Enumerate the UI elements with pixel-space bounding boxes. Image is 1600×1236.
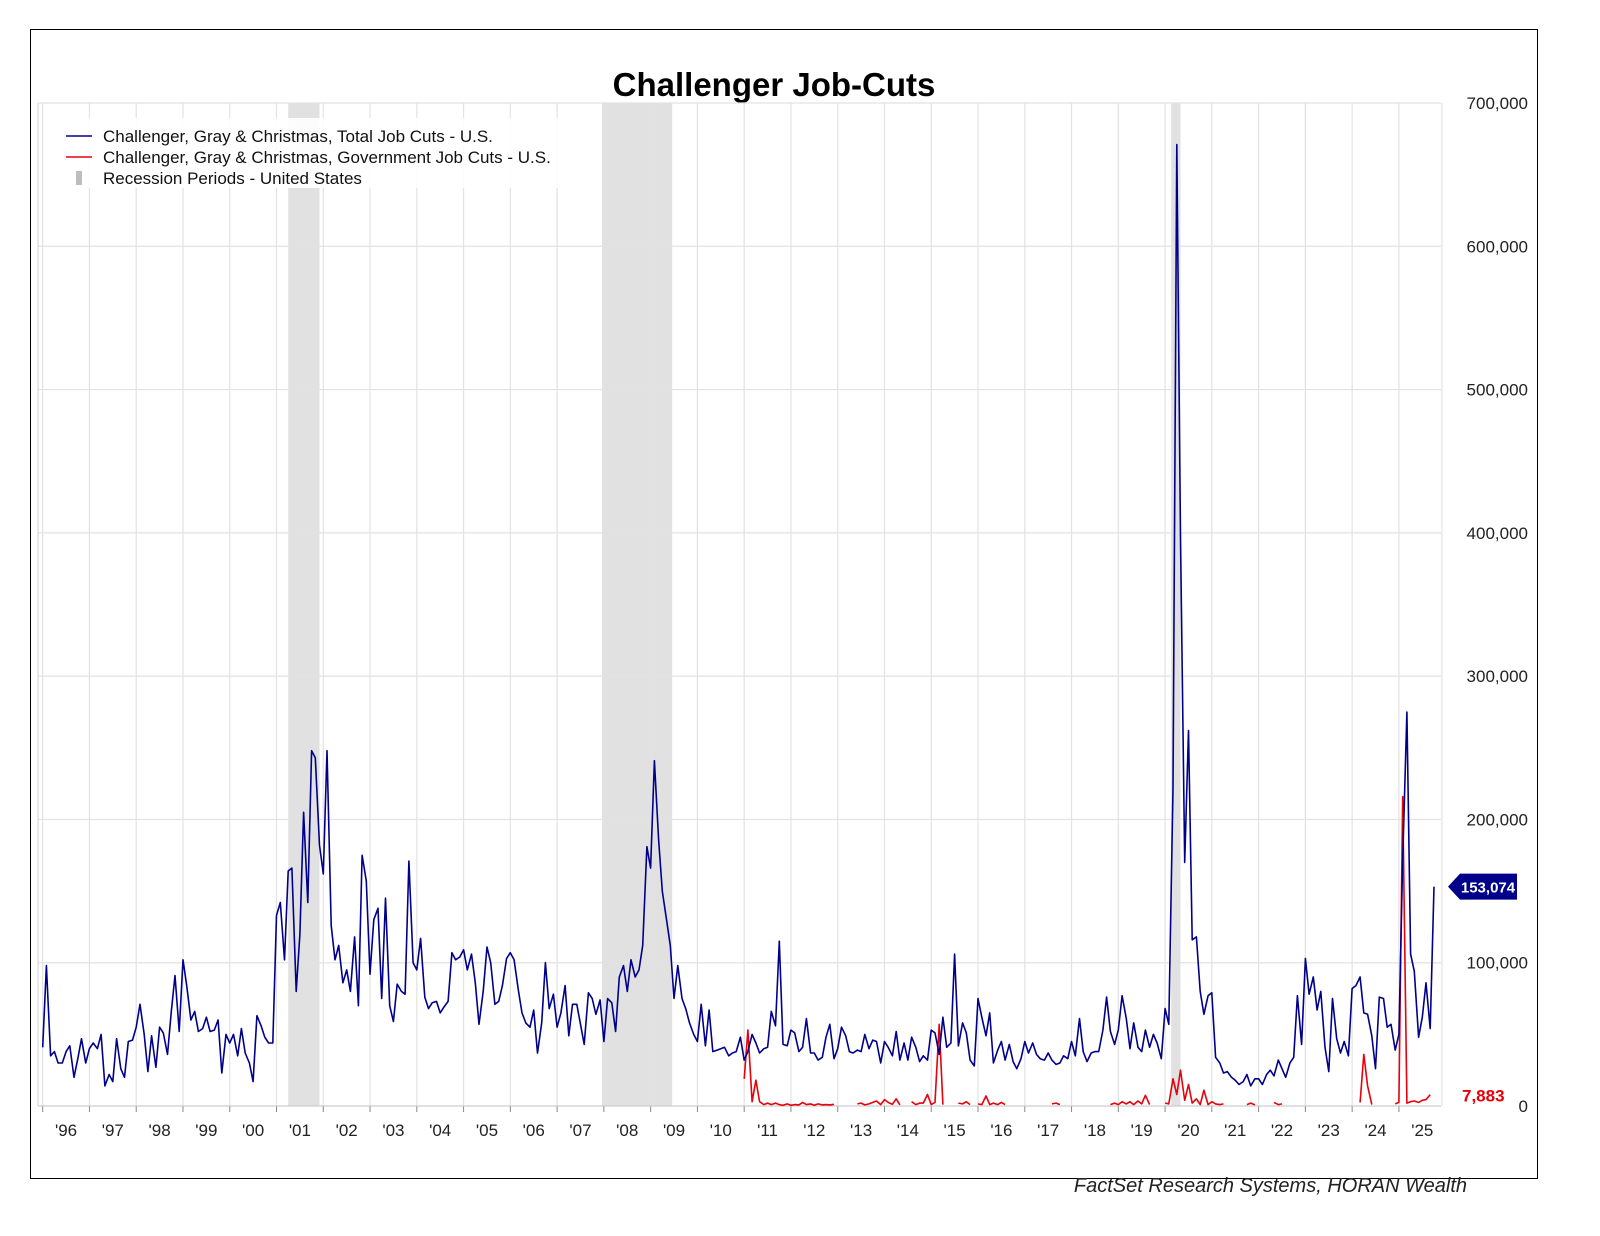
- x-tick-label: '98: [149, 1121, 171, 1140]
- recession-band-1: [602, 103, 673, 1106]
- x-tick-label: '18: [1084, 1121, 1106, 1140]
- legend-label-recession: Recession Periods - United States: [103, 169, 362, 188]
- x-tick-label: '24: [1364, 1121, 1386, 1140]
- legend-label-government: Challenger, Gray & Christmas, Government…: [103, 148, 551, 167]
- x-tick-label: '10: [710, 1121, 732, 1140]
- chart-frame: Challenger Job-Cuts FactSet Research Sys…: [30, 29, 1538, 1197]
- x-tick-label: '12: [803, 1121, 825, 1140]
- government-job-cuts-line: [958, 1100, 971, 1106]
- legend-background: [50, 118, 590, 188]
- government-job-cuts-line: [1359, 1053, 1373, 1105]
- recession-bands: [288, 103, 1181, 1106]
- x-tick-label: '06: [523, 1121, 545, 1140]
- x-tick-label: '03: [382, 1121, 404, 1140]
- x-tick-label: '22: [1271, 1121, 1293, 1140]
- x-tick-label: '15: [944, 1121, 966, 1140]
- x-tick-label: '96: [55, 1121, 77, 1140]
- government-last-value-label: 7,883: [1462, 1087, 1505, 1106]
- government-job-cuts-line: [1246, 1102, 1256, 1106]
- x-tick-label: '21: [1224, 1121, 1246, 1140]
- x-tick-label: '09: [663, 1121, 685, 1140]
- x-tick-label: '04: [429, 1121, 451, 1140]
- axis-labels: 0 100,000 200,000 300,000 400,000 500,000 600,…: [55, 94, 1528, 1140]
- x-tick-label: '99: [195, 1121, 217, 1140]
- gridlines: [37, 102, 1443, 1112]
- legend-label-total: Challenger, Gray & Christmas, Total Job …: [103, 127, 493, 146]
- recession-band-0: [288, 103, 320, 1106]
- x-tick-label: '13: [850, 1121, 872, 1140]
- x-tick-label: '23: [1318, 1121, 1340, 1140]
- x-tick-label: '20: [1177, 1121, 1199, 1140]
- recession-band-2: [1171, 103, 1181, 1106]
- government-job-cuts-line: [1051, 1102, 1061, 1106]
- government-job-cuts-line: [1110, 1094, 1151, 1106]
- x-tick-label: '05: [476, 1121, 498, 1140]
- y-tick-label: 300,000: [1467, 667, 1528, 686]
- source-credit: FactSet Research Systems, HORAN Wealth: [1073, 1175, 1467, 1197]
- x-tick-label: '14: [897, 1121, 919, 1140]
- x-tick-label: '16: [990, 1121, 1012, 1140]
- government-job-cuts-line: [911, 1023, 944, 1106]
- y-tick-label: 100,000: [1467, 954, 1528, 973]
- government-job-cuts-line: [977, 1095, 1006, 1106]
- legend: Challenger, Gray & Christmas, Total Job …: [50, 118, 590, 188]
- x-tick-label: '19: [1131, 1121, 1153, 1140]
- y-tick-label: 500,000: [1467, 381, 1528, 400]
- x-tick-label: '07: [569, 1121, 591, 1140]
- chart-title: Challenger Job-Cuts: [612, 66, 936, 103]
- x-tick-label: '97: [102, 1121, 124, 1140]
- y-tick-label: 0: [1519, 1097, 1528, 1116]
- government-job-cuts-line: [743, 1029, 835, 1107]
- legend-swatch-recession: [76, 171, 82, 185]
- government-job-cuts-line: [1273, 1101, 1283, 1106]
- y-tick-label: 600,000: [1467, 237, 1528, 256]
- total-last-value-label: 153,074: [1461, 880, 1516, 897]
- total-last-value-marker: [1448, 873, 1517, 900]
- series-lines: [41, 143, 1435, 1107]
- last-value-callouts: 153,074 7,883: [1448, 873, 1517, 1106]
- x-tick-label: '17: [1037, 1121, 1059, 1140]
- x-tick-label: '11: [757, 1121, 778, 1140]
- y-tick-label: 400,000: [1467, 524, 1528, 543]
- x-tick-label: '00: [242, 1121, 264, 1140]
- x-tick-label: '01: [289, 1121, 311, 1140]
- government-job-cuts-line: [1164, 1069, 1224, 1106]
- government-job-cuts-line: [857, 1098, 901, 1106]
- x-tick-label: '08: [616, 1121, 638, 1140]
- y-tick-label: 200,000: [1467, 810, 1528, 829]
- x-tick-label: '02: [336, 1121, 358, 1140]
- y-tick-label: 700,000: [1467, 94, 1528, 113]
- total-job-cuts-line: [41, 143, 1435, 1087]
- x-tick-label: '25: [1411, 1121, 1433, 1140]
